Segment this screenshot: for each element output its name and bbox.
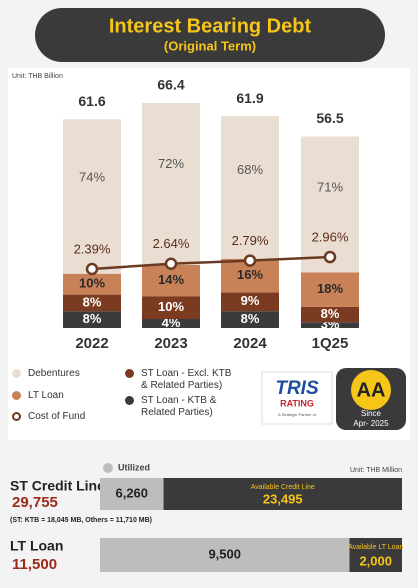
bar-segment — [142, 319, 200, 328]
grade-badge — [351, 370, 391, 410]
legend-label: Debentures — [28, 368, 80, 379]
legend-label: Cost of Fund — [28, 411, 86, 422]
legend-swatch — [125, 369, 134, 378]
credit-name: ST Credit Line — [10, 478, 105, 494]
total-label: 61.9 — [236, 90, 263, 106]
cost-of-fund-point — [243, 254, 257, 267]
segment-label: 8% — [83, 311, 102, 326]
bar-segment — [301, 306, 359, 323]
available-bar — [349, 538, 402, 572]
bar-segment — [221, 311, 279, 328]
bar-segment — [142, 265, 200, 297]
segment-label: 8% — [321, 306, 340, 321]
legend-label: ST Loan - Excl. KTB & Related Parties) — [141, 368, 232, 391]
credit-note: (ST: KTB = 18,045 MB, Others = 11,710 MB… — [10, 517, 152, 524]
tagline: A Strategic Partner of — [278, 412, 317, 417]
grade: AA — [357, 379, 386, 401]
credit-name: LT Loan — [10, 538, 63, 554]
available-name: Available LT Loan — [348, 544, 403, 551]
bar-segment — [63, 119, 121, 274]
x-tick-label: 1Q25 — [312, 335, 349, 352]
bar-segment — [63, 311, 121, 328]
available-name: Available Credit Line — [251, 484, 315, 491]
legend-swatch — [12, 412, 21, 421]
bar-segment — [142, 296, 200, 319]
utilized-label: 9,500 — [208, 546, 241, 561]
bar-segment — [301, 272, 359, 307]
utilized-label: 6,260 — [115, 485, 148, 500]
utilized-swatch — [103, 463, 113, 473]
legend-swatch — [12, 369, 21, 378]
utilized-bar — [100, 478, 164, 510]
total-label: 61.6 — [78, 93, 105, 109]
segment-label: 71% — [317, 180, 343, 195]
legend-item: Debentures — [12, 368, 122, 380]
credit-total: 29,755 — [12, 494, 58, 511]
cost-of-fund-label: 2.39% — [74, 241, 111, 256]
cost-of-fund-point — [85, 262, 99, 276]
bar-segment — [301, 322, 359, 328]
segment-label: 14% — [158, 272, 184, 287]
utilized-legend: Utilized — [118, 462, 150, 472]
bar-segment — [221, 292, 279, 312]
cost-of-fund-line — [91, 255, 331, 271]
utilized-bar — [100, 538, 350, 572]
segment-label: 10% — [158, 299, 184, 314]
available-label: 23,495 — [263, 491, 303, 506]
credit-unit: Unit: THB Million — [350, 467, 402, 474]
segment-label: 74% — [79, 169, 105, 184]
bar-segment — [63, 294, 121, 312]
segment-label: 72% — [158, 156, 184, 171]
cost-of-fund-point — [323, 250, 337, 264]
title-pill — [35, 8, 385, 62]
legend-label: ST Loan - KTB & Related Parties) — [141, 395, 217, 418]
available-bar — [163, 478, 402, 510]
cost-of-fund-label: 2.79% — [232, 233, 269, 248]
credit-total: 11,500 — [12, 556, 57, 573]
x-tick-label: 2022 — [75, 335, 108, 352]
agency: TRIS — [275, 378, 319, 399]
total-label: 56.5 — [316, 110, 343, 126]
bar-segment — [63, 273, 121, 295]
subtitle: (Original Term) — [164, 38, 256, 53]
segment-label: 10% — [79, 276, 105, 291]
legend-item: LT Loan — [12, 390, 122, 402]
unit: Unit: THB Billion — [12, 73, 63, 80]
legend-item: ST Loan - Excl. KTB & Related Parties) — [125, 368, 240, 392]
cost-of-fund-label: 2.64% — [153, 236, 190, 251]
legend-label: LT Loan — [28, 390, 64, 401]
since: Since — [361, 409, 382, 418]
x-tick-label: 2023 — [154, 335, 187, 352]
segment-label: 8% — [241, 311, 260, 326]
agency-sub: RATING — [280, 398, 314, 408]
since-date: Apr- 2025 — [353, 419, 389, 428]
segment-label: 16% — [237, 267, 263, 282]
segment-label: 18% — [317, 281, 343, 296]
tris-logo — [261, 371, 333, 425]
available-label: 2,000 — [359, 553, 392, 568]
bar-segment — [301, 136, 359, 273]
legend-swatch — [125, 396, 134, 405]
segment-label: 8% — [83, 294, 102, 309]
segment-label: 68% — [237, 162, 263, 177]
legend-item: Cost of Fund — [12, 411, 122, 423]
title: Interest Bearing Debt — [109, 15, 312, 37]
cost-of-fund-point — [164, 257, 178, 270]
cost-of-fund-label: 2.96% — [312, 229, 349, 244]
bar-segment — [142, 103, 200, 265]
legend-swatch — [12, 391, 21, 400]
total-label: 66.4 — [157, 77, 184, 93]
x-tick-label: 2024 — [233, 335, 267, 352]
legend-item: ST Loan - KTB & Related Parties) — [125, 395, 240, 419]
segment-label: 9% — [241, 293, 260, 308]
bar-segment — [221, 116, 279, 259]
